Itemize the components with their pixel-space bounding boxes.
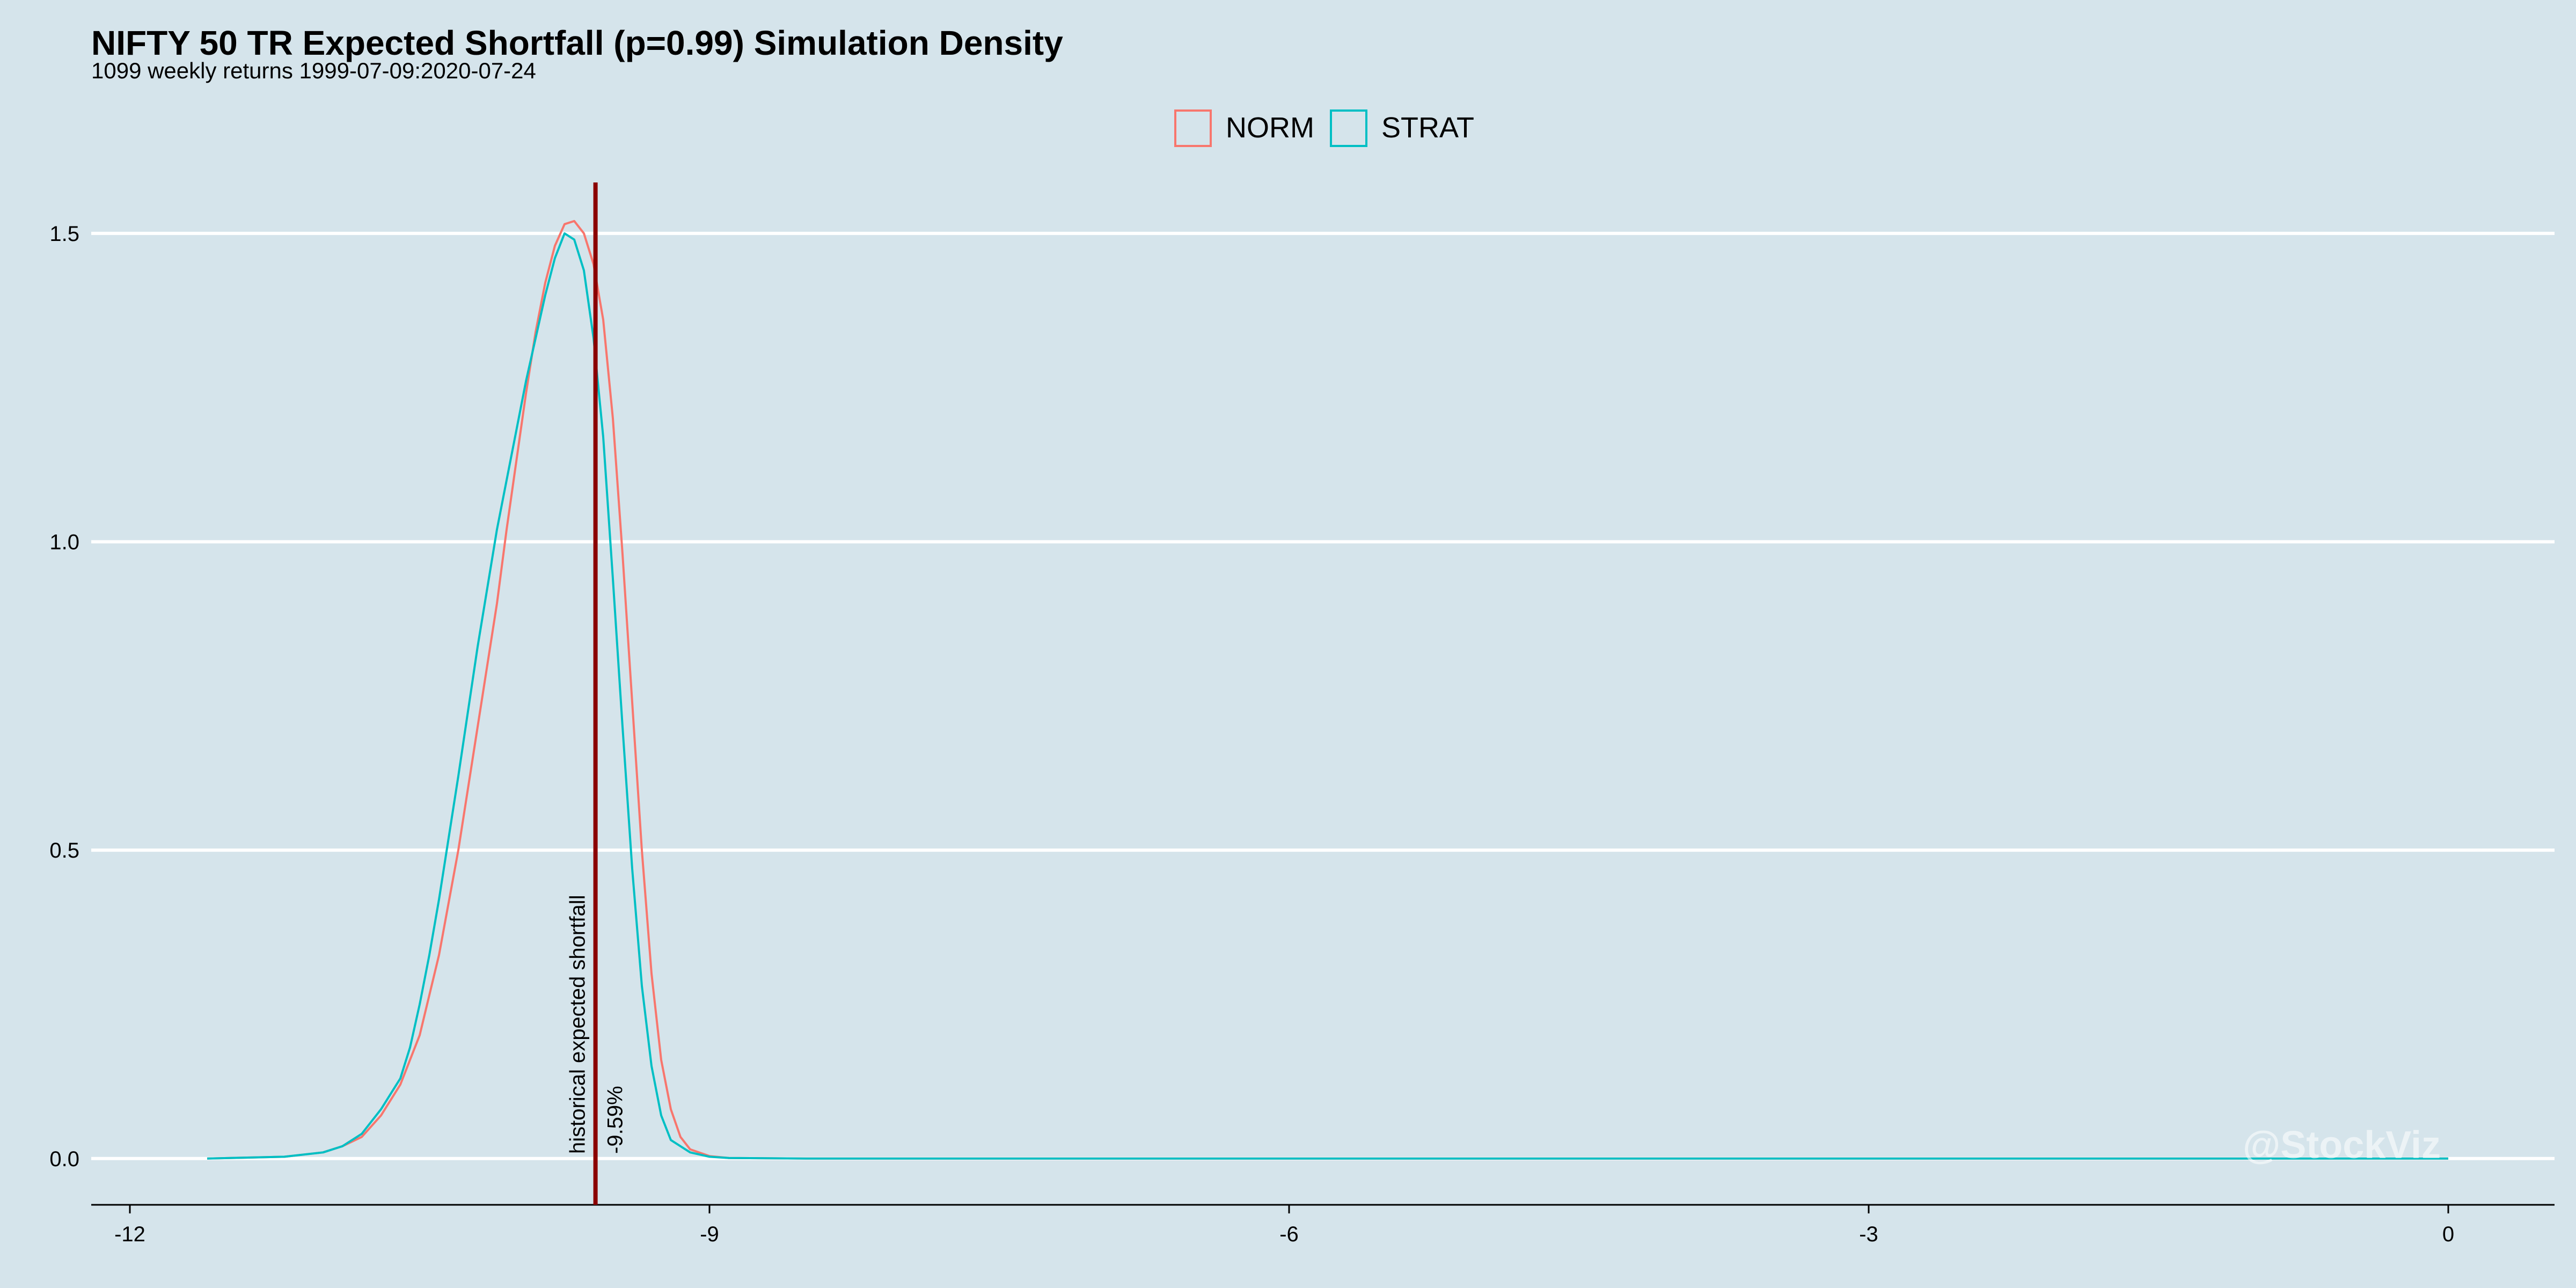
series-layer: [207, 219, 2448, 1160]
y-tick-label: 1.5: [49, 222, 79, 246]
chart-subtitle: 1099 weekly returns 1999-07-09:2020-07-2…: [91, 58, 536, 83]
reference-layer: historical expected shortfall -9.59%: [566, 182, 627, 1205]
legend-label-norm: NORM: [1226, 112, 1314, 144]
series-line-norm: [207, 219, 2448, 1160]
reference-line-label: historical expected shortfall: [566, 895, 590, 1154]
x-tick-label: -3: [1859, 1223, 1878, 1246]
legend: NORM STRAT: [1174, 109, 1474, 147]
y-tick-label: 0.0: [49, 1147, 79, 1171]
x-tick-label: -12: [114, 1223, 145, 1246]
x-tick-label: -9: [700, 1223, 719, 1246]
legend-key-norm: [1174, 109, 1212, 147]
reference-line-value: -9.59%: [604, 1086, 627, 1154]
x-axis: -12 -9 -6 -3 0: [91, 1204, 2555, 1246]
x-tick-label: 0: [2442, 1223, 2454, 1246]
legend-label-strat: STRAT: [1381, 112, 1474, 144]
x-tick-label: -6: [1279, 1223, 1299, 1246]
chart-title: NIFTY 50 TR Expected Shortfall (p=0.99) …: [91, 24, 1063, 62]
legend-key-strat: [1330, 109, 1367, 147]
y-axis: 0.0 0.5 1.0 1.5: [49, 222, 79, 1171]
series-line-strat: [207, 232, 2448, 1160]
y-tick-label: 0.5: [49, 839, 79, 862]
watermark: @StockViz: [2243, 1124, 2441, 1167]
y-tick-label: 1.0: [49, 531, 79, 554]
